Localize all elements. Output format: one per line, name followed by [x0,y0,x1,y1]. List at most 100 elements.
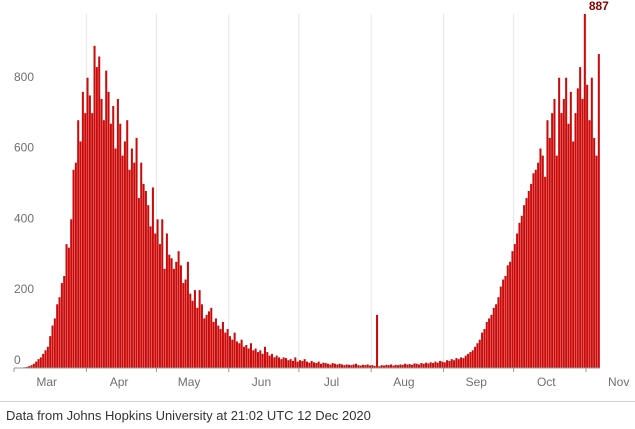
bar [224,332,227,368]
bar [562,98,565,369]
bar [394,364,397,368]
bar [366,364,369,368]
bar [235,341,238,368]
bar [520,215,523,368]
bar [530,183,533,368]
bar [142,183,145,368]
bar [371,365,374,368]
bar [168,254,171,368]
bar [35,361,38,368]
bar [322,362,325,368]
bar [532,173,535,368]
bar [523,205,526,368]
bar [137,198,140,368]
bar [364,365,367,368]
bar [418,364,421,368]
bar [226,329,229,368]
bar [186,261,189,368]
bar [495,304,498,368]
bar [277,357,280,368]
source-note: Data from Johns Hopkins University at 21… [6,408,371,423]
bar [67,247,70,368]
bar [425,362,428,368]
bar [583,14,586,368]
bar [483,329,486,368]
bar [51,325,54,368]
bar [504,275,507,368]
bar [79,141,82,368]
bar [233,332,236,368]
bar [93,45,96,369]
bar [324,363,327,368]
y-tick-label-800: 800 [14,70,34,84]
bar [205,314,208,368]
x-tick-label-may: May [178,375,201,389]
chart-canvas: 0 200 400 600 800 Mar Apr May Jun Jul Aug Sep Oct No… [13,0,629,389]
bar [212,321,215,368]
bar [558,77,561,368]
bar [273,357,276,368]
bar [450,359,453,368]
bar [28,366,31,368]
bar [474,346,477,368]
bar [198,290,201,368]
bar [58,297,61,368]
bar [126,120,129,368]
bar [249,343,252,368]
bar [408,364,411,368]
bar [74,162,77,368]
bar [298,360,302,368]
bar [560,113,563,369]
bar [163,268,166,368]
bar [509,261,512,368]
bar [114,148,117,368]
bar [352,364,355,368]
bar [170,258,173,368]
bar [200,304,203,368]
x-tick-label-oct: Oct [537,375,556,389]
bar [348,364,351,368]
bar [65,244,68,368]
bar [305,361,309,368]
bar [303,359,306,368]
bar [539,148,542,368]
bar [341,364,344,368]
bar [499,286,502,368]
bar [182,283,185,368]
bar [443,362,446,368]
bar [161,219,164,368]
bar [490,314,493,368]
bar [32,363,35,368]
bar [238,343,241,368]
bar [259,350,262,368]
bar [457,359,460,368]
bar [413,363,416,368]
footer-divider [0,401,635,402]
bar [56,304,59,368]
bar [401,364,404,368]
bar [317,361,320,368]
bar [254,348,257,368]
bar [355,363,358,368]
bar [242,346,245,368]
bar [284,358,287,368]
bar [282,357,285,368]
bar [481,332,484,368]
bar [331,363,334,368]
bar [210,307,213,368]
bar [107,91,110,368]
bar [319,363,323,368]
bar [576,88,579,368]
bar [334,363,337,368]
bar [72,169,75,368]
bar [369,365,372,368]
bar [478,339,481,368]
bar [296,361,299,368]
bar [221,321,224,368]
bar [497,297,500,368]
bar [376,314,379,368]
y-tick-label-400: 400 [14,211,34,225]
bar [567,123,570,369]
y-axis-ticks: 0 200 400 600 800 [14,70,34,367]
bar [565,77,568,368]
